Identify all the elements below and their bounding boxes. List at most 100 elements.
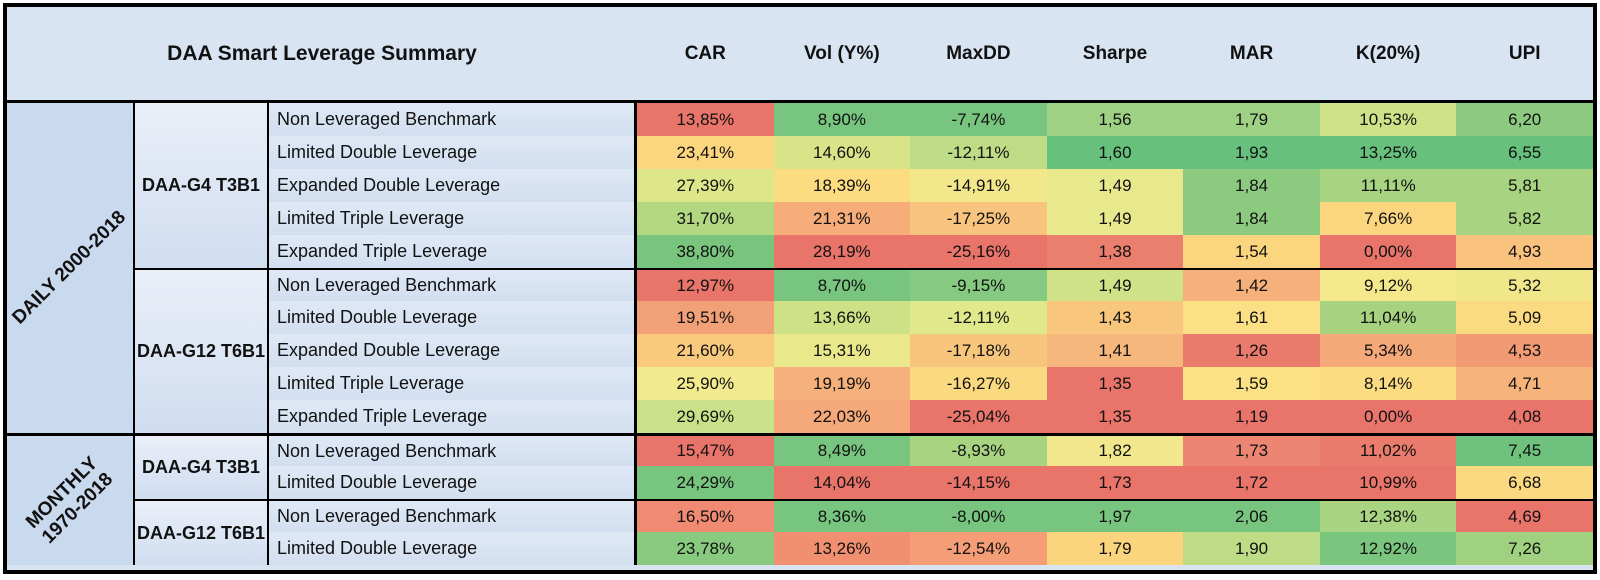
strategy-label-limited-double-leverage: Limited Double Leverage xyxy=(269,532,637,565)
cell-mar: 1,73 xyxy=(1183,433,1320,466)
cell-k-20: 11,02% xyxy=(1319,433,1457,466)
strategy-label-non-leveraged-benchmark: Non Leveraged Benchmark xyxy=(269,499,637,532)
cell-upi: 4,08 xyxy=(1456,400,1593,433)
group-label-daa-g4-t3b1: DAA-G4 T3B1 xyxy=(135,433,269,499)
cell-upi: 5,81 xyxy=(1456,169,1593,202)
strategy-label-expanded-triple-leverage: Expanded Triple Leverage xyxy=(269,400,637,433)
cell-maxdd: -16,27% xyxy=(910,367,1047,400)
cell-vol-y: 28,19% xyxy=(773,235,911,268)
cell-car: 19,51% xyxy=(637,301,774,334)
cell-sharpe: 1,49 xyxy=(1046,268,1184,301)
cell-k-20: 10,99% xyxy=(1319,466,1457,499)
cell-upi: 5,32 xyxy=(1456,268,1593,301)
cell-vol-y: 19,19% xyxy=(773,367,911,400)
cell-mar: 1,61 xyxy=(1183,301,1320,334)
period-label-text: DAILY 2000-2018 xyxy=(8,206,131,329)
leverage-summary-table: DAA Smart Leverage Summary CAR Vol (Y%) Ma… xyxy=(3,3,1597,574)
cell-car: 15,47% xyxy=(637,433,774,466)
group-label-daa-g4-t3b1: DAA-G4 T3B1 xyxy=(135,103,269,268)
cell-k-20: 7,66% xyxy=(1319,202,1457,235)
cell-upi: 7,45 xyxy=(1456,433,1593,466)
cell-maxdd: -9,15% xyxy=(910,268,1047,301)
group-label-daa-g12-t6b1: DAA-G12 T6B1 xyxy=(135,268,269,433)
cell-car: 12,97% xyxy=(637,268,774,301)
period-label-daily-2000-2018: DAILY 2000-2018 xyxy=(7,103,135,433)
cell-sharpe: 1,38 xyxy=(1046,235,1184,268)
cell-mar: 2,06 xyxy=(1183,499,1320,532)
column-header-mar: MAR xyxy=(1229,42,1274,64)
cell-car: 29,69% xyxy=(637,400,774,433)
cell-mar: 1,79 xyxy=(1183,103,1320,136)
cell-maxdd: -8,00% xyxy=(910,499,1047,532)
cell-maxdd: -17,25% xyxy=(910,202,1047,235)
cell-vol-y: 14,04% xyxy=(773,466,911,499)
cell-mar: 1,84 xyxy=(1183,202,1320,235)
cell-k-20: 9,12% xyxy=(1319,268,1457,301)
column-header-car: CAR xyxy=(684,42,726,64)
cell-car: 13,85% xyxy=(637,103,774,136)
cell-mar: 1,42 xyxy=(1183,268,1320,301)
cell-sharpe: 1,43 xyxy=(1046,301,1184,334)
cell-vol-y: 18,39% xyxy=(773,169,911,202)
cell-sharpe: 1,56 xyxy=(1046,103,1184,136)
cell-upi: 5,09 xyxy=(1456,301,1593,334)
strategy-label-non-leveraged-benchmark: Non Leveraged Benchmark xyxy=(269,268,637,301)
cell-maxdd: -25,16% xyxy=(910,235,1047,268)
strategy-label-non-leveraged-benchmark: Non Leveraged Benchmark xyxy=(269,433,637,466)
cell-mar: 1,19 xyxy=(1183,400,1320,433)
cell-k-20: 11,11% xyxy=(1319,169,1457,202)
cell-car: 23,41% xyxy=(637,136,774,169)
cell-maxdd: -8,93% xyxy=(910,433,1047,466)
cell-vol-y: 8,70% xyxy=(773,268,911,301)
column-header-k-20: K(20%) xyxy=(1355,42,1421,64)
cell-upi: 6,68 xyxy=(1456,466,1593,499)
cell-sharpe: 1,35 xyxy=(1046,400,1184,433)
cell-sharpe: 1,41 xyxy=(1046,334,1184,367)
cell-maxdd: -25,04% xyxy=(910,400,1047,433)
cell-mar: 1,72 xyxy=(1183,466,1320,499)
cell-maxdd: -12,54% xyxy=(910,532,1047,565)
cell-maxdd: -12,11% xyxy=(910,301,1047,334)
cell-car: 21,60% xyxy=(637,334,774,367)
cell-mar: 1,59 xyxy=(1183,367,1320,400)
cell-car: 31,70% xyxy=(637,202,774,235)
strategy-label-expanded-double-leverage: Expanded Double Leverage xyxy=(269,169,637,202)
column-header-maxdd: MaxDD xyxy=(946,42,1011,64)
cell-k-20: 12,38% xyxy=(1319,499,1457,532)
cell-car: 23,78% xyxy=(637,532,774,565)
cell-maxdd: -7,74% xyxy=(910,103,1047,136)
cell-sharpe: 1,73 xyxy=(1046,466,1184,499)
table-body: DAILY 2000-2018 DAA-G4 T3B1 Non Leveraged … xyxy=(7,103,1593,565)
cell-upi: 5,82 xyxy=(1456,202,1593,235)
cell-upi: 6,20 xyxy=(1456,103,1593,136)
cell-maxdd: -14,91% xyxy=(910,169,1047,202)
cell-upi: 4,93 xyxy=(1456,235,1593,268)
cell-k-20: 5,34% xyxy=(1319,334,1457,367)
cell-k-20: 8,14% xyxy=(1319,367,1457,400)
cell-vol-y: 14,60% xyxy=(773,136,911,169)
cell-car: 25,90% xyxy=(637,367,774,400)
strategy-label-non-leveraged-benchmark: Non Leveraged Benchmark xyxy=(269,103,637,136)
cell-vol-y: 21,31% xyxy=(773,202,911,235)
cell-maxdd: -12,11% xyxy=(910,136,1047,169)
cell-vol-y: 8,90% xyxy=(773,103,911,136)
cell-upi: 4,53 xyxy=(1456,334,1593,367)
strategy-label-expanded-double-leverage: Expanded Double Leverage xyxy=(269,334,637,367)
cell-maxdd: -17,18% xyxy=(910,334,1047,367)
cell-vol-y: 15,31% xyxy=(773,334,911,367)
strategy-label-limited-double-leverage: Limited Double Leverage xyxy=(269,301,637,334)
strategy-label-limited-triple-leverage: Limited Triple Leverage xyxy=(269,367,637,400)
cell-mar: 1,90 xyxy=(1183,532,1320,565)
cell-k-20: 10,53% xyxy=(1319,103,1457,136)
cell-mar: 1,54 xyxy=(1183,235,1320,268)
cell-upi: 4,71 xyxy=(1456,367,1593,400)
cell-vol-y: 13,26% xyxy=(773,532,911,565)
cell-k-20: 0,00% xyxy=(1319,400,1457,433)
cell-sharpe: 1,49 xyxy=(1046,202,1184,235)
period-label-monthly-1970-2018: MONTHLY 1970-2018 xyxy=(7,433,135,565)
strategy-label-limited-double-leverage: Limited Double Leverage xyxy=(269,136,637,169)
cell-car: 16,50% xyxy=(637,499,774,532)
period-label-text: MONTHLY 1970-2018 xyxy=(21,452,117,548)
table-title: DAA Smart Leverage Summary xyxy=(167,41,477,65)
cell-mar: 1,93 xyxy=(1183,136,1320,169)
